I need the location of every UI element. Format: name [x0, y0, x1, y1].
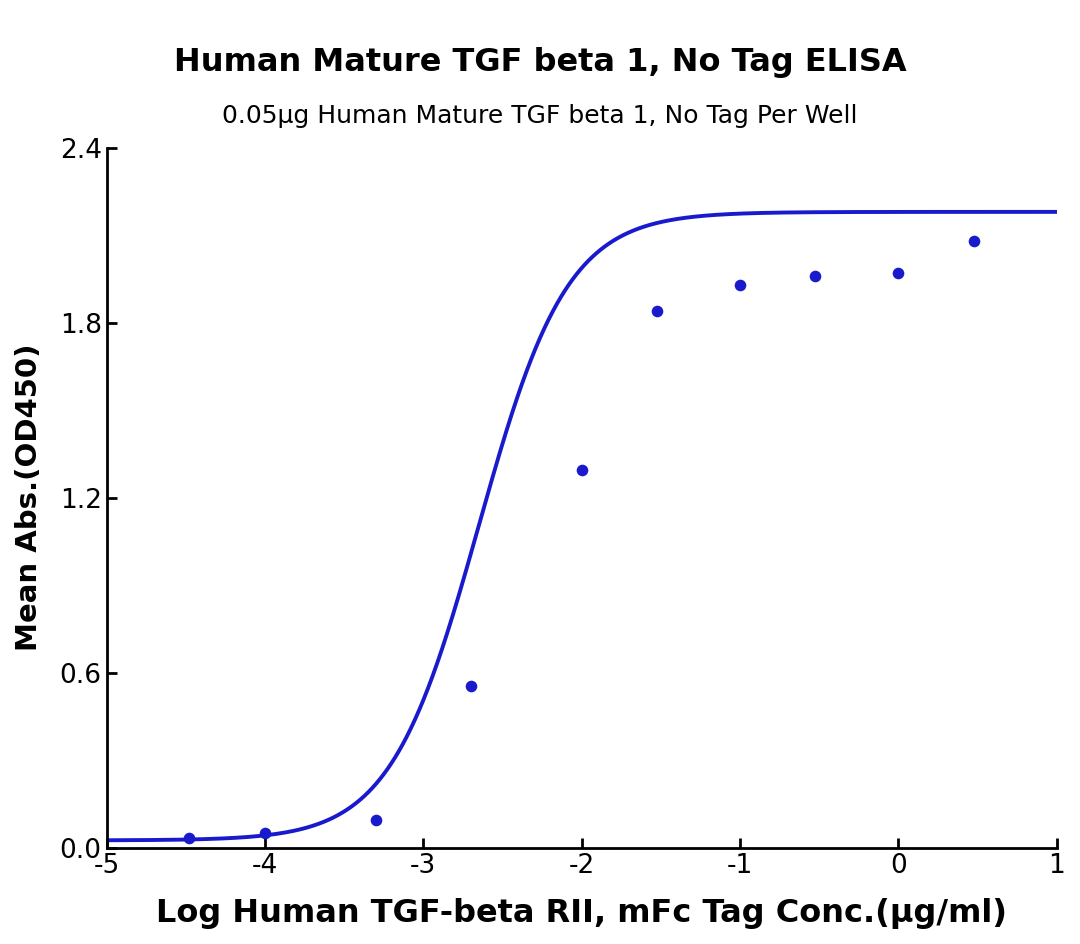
Point [966, 233, 983, 248]
Point [807, 268, 824, 283]
Point [367, 813, 384, 828]
Point [649, 303, 666, 318]
Y-axis label: Mean Abs.(OD450): Mean Abs.(OD450) [15, 344, 43, 651]
Point [890, 265, 907, 280]
Text: 0.05μg Human Mature TGF beta 1, No Tag Per Well: 0.05μg Human Mature TGF beta 1, No Tag P… [222, 104, 858, 127]
Point [462, 679, 480, 694]
Point [572, 463, 590, 478]
X-axis label: Log Human TGF-beta RII, mFc Tag Conc.(μg/ml): Log Human TGF-beta RII, mFc Tag Conc.(μg… [157, 898, 1007, 929]
Point [256, 826, 273, 841]
Point [180, 831, 198, 846]
Point [731, 278, 748, 293]
Text: Human Mature TGF beta 1, No Tag ELISA: Human Mature TGF beta 1, No Tag ELISA [174, 47, 906, 78]
